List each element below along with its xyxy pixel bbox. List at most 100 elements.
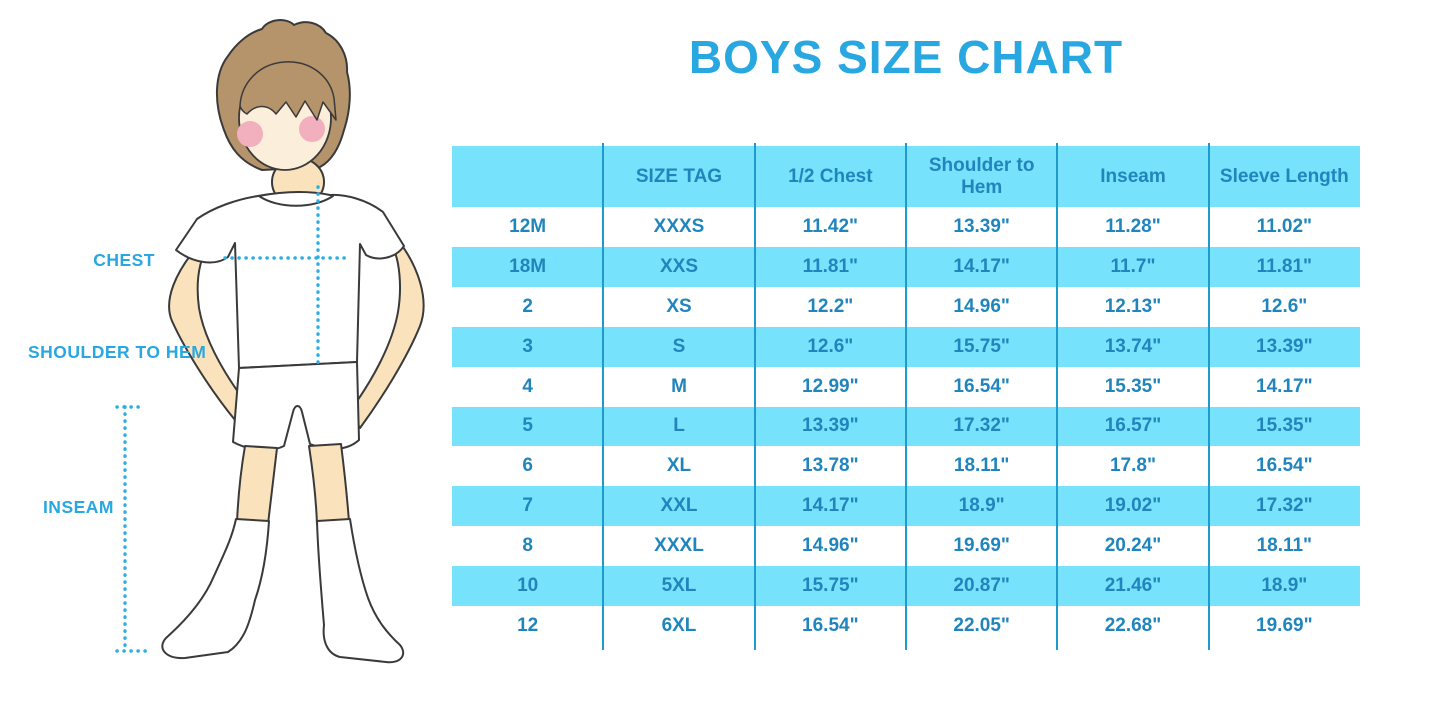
value-cell: 18.11" <box>1256 535 1313 557</box>
boy-hair-fringe <box>239 61 337 121</box>
value-cell: 18.11" <box>953 455 1010 477</box>
boy-left-cheek <box>237 121 263 147</box>
value-cell: 5XL <box>661 575 697 597</box>
value-cell: 14.17" <box>802 495 859 517</box>
value-cell: 21.46" <box>1104 575 1162 597</box>
table-row-6: 6 XL 13.78" 18.11" 17.8" 16.54" <box>452 446 1360 486</box>
boy-tshirt-collar <box>258 195 334 207</box>
value-cell: XXS <box>659 255 698 277</box>
chest-label: CHEST <box>93 250 155 270</box>
value-cell: 20.87" <box>953 575 1010 597</box>
value-cell: 16.54" <box>953 375 1010 397</box>
size-table: SIZE TAG 1/2 Chest Shoulder to Hem Inseam Sl… <box>452 143 1360 650</box>
value-cell: 22.68" <box>1104 615 1162 637</box>
value-cell: 19.02" <box>1104 495 1162 517</box>
boy-right-cheek <box>299 116 325 142</box>
value-cell: 13.74" <box>1104 335 1162 357</box>
boy-illustration <box>115 19 425 664</box>
table-row-2: 2 XS 12.2" 14.96" 12.13" 12.6" <box>452 287 1360 327</box>
value-cell: 13.78" <box>802 455 859 477</box>
value-cell: 16.54" <box>802 615 859 637</box>
boy-right-sock <box>316 518 405 664</box>
value-cell: 15.75" <box>802 575 859 597</box>
value-cell: 15.75" <box>953 335 1010 357</box>
header-cell-inseam: Inseam <box>1100 165 1166 187</box>
value-cell: 13.39" <box>1256 335 1313 357</box>
table-row-12m: 12M XXXS 11.42" 13.39" 11.28" 11.02" <box>452 207 1360 247</box>
size-cell: 10 <box>517 575 539 597</box>
size-cell: 6 <box>522 455 533 477</box>
boy-left-arm <box>168 246 247 421</box>
header-cell-1-2-chest: 1/2 Chest <box>788 165 873 187</box>
value-cell: 20.24" <box>1104 535 1162 557</box>
column-divider <box>602 143 605 650</box>
value-cell: XXXL <box>654 535 704 557</box>
value-cell: 12.99" <box>802 375 859 397</box>
header-cell-size-tag: SIZE TAG <box>635 165 723 187</box>
table-row-8: 8 XXXL 14.96" 19.69" 20.24" 18.11" <box>452 526 1360 566</box>
table-row-4: 4 M 12.99" 16.54" 15.35" 14.17" <box>452 367 1360 407</box>
page-title: BOYS SIZE CHART <box>688 31 1124 83</box>
column-divider <box>753 143 756 650</box>
value-cell: 17.32" <box>953 415 1010 437</box>
boy-right-leg <box>308 443 350 525</box>
value-cell: 11.81" <box>1256 255 1313 277</box>
boy-shorts <box>232 361 360 452</box>
size-cell: 12 <box>517 615 539 637</box>
value-cell: 17.32" <box>1256 495 1313 517</box>
boy-figure: CHEST SHOULDER TO HEM INSEAM <box>0 0 460 723</box>
value-cell: XXXS <box>653 215 705 237</box>
value-cell: 19.69" <box>1256 615 1313 637</box>
inseam-label: INSEAM <box>42 497 114 517</box>
boy-right-arm <box>349 239 425 429</box>
value-cell: 13.39" <box>953 215 1010 237</box>
size-cell: 18M <box>509 255 547 277</box>
value-cell: 12.6" <box>807 335 854 357</box>
boy-left-leg <box>236 445 278 525</box>
value-cell: 11.7" <box>1110 255 1156 277</box>
value-cell: 11.28" <box>1105 215 1161 237</box>
table-row-12: 12 6XL 16.54" 22.05" 22.68" 19.69" <box>452 606 1360 646</box>
header-cell-shoulder-to-hem: Shoulder to Hem <box>928 154 1035 198</box>
value-cell: 12.13" <box>1104 295 1162 317</box>
value-cell: 18.9" <box>1261 575 1308 597</box>
value-cell: 16.57" <box>1104 415 1162 437</box>
header-cell-size <box>452 146 603 207</box>
value-cell: 12.6" <box>1261 295 1308 317</box>
value-cell: 11.02" <box>1256 215 1313 237</box>
value-cell: 6XL <box>661 615 697 637</box>
column-divider <box>905 143 907 650</box>
value-cell: 17.8" <box>1109 455 1156 477</box>
value-cell: XS <box>666 295 692 317</box>
size-cell: 2 <box>522 295 533 317</box>
value-cell: 14.96" <box>953 295 1010 317</box>
size-cell: 7 <box>522 495 533 517</box>
value-cell: 12.2" <box>807 295 854 317</box>
value-cell: 16.54" <box>1256 455 1313 477</box>
header-cell-sleeve-length: Sleeve Length <box>1219 165 1349 187</box>
size-cell: 4 <box>522 375 533 397</box>
boy-tshirt <box>175 191 405 369</box>
value-cell: 15.35" <box>1256 415 1313 437</box>
value-cell: 19.69" <box>953 535 1010 557</box>
size-cell: 3 <box>522 335 533 357</box>
column-divider <box>1056 143 1059 650</box>
value-cell: 14.17" <box>1256 375 1313 397</box>
value-cell: 22.05" <box>953 615 1010 637</box>
value-cell: 11.42" <box>802 215 859 237</box>
shoulder-to-hem-label: SHOULDER TO HEM <box>28 342 207 362</box>
value-cell: L <box>673 415 685 437</box>
value-cell: 11.81" <box>802 255 859 277</box>
column-divider <box>1207 143 1210 650</box>
value-cell: 13.39" <box>802 415 859 437</box>
value-cell: 18.9" <box>958 495 1005 517</box>
value-cell: XXL <box>660 495 698 517</box>
boy-left-sock <box>161 518 270 660</box>
value-cell: XL <box>666 455 692 477</box>
size-cell: 8 <box>522 535 533 557</box>
value-cell: 14.96" <box>802 535 859 557</box>
value-cell: 15.35" <box>1104 375 1162 397</box>
size-cell: 12M <box>509 215 547 237</box>
value-cell: 14.17" <box>953 255 1010 277</box>
